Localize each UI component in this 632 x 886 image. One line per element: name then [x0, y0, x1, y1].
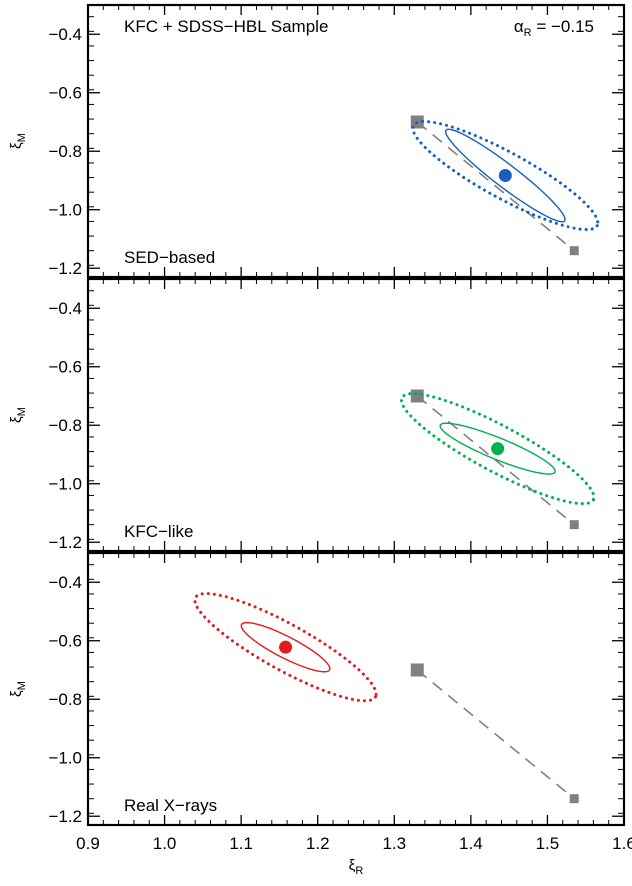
- y-tick-label: −0.8: [48, 142, 82, 161]
- plot-frame: [86, 551, 626, 827]
- outer-confidence-contour: [399, 392, 596, 506]
- x-tick-label: 1.0: [153, 834, 177, 853]
- y-tick-label: −0.8: [48, 690, 82, 709]
- y-tick-label: −0.6: [48, 632, 82, 651]
- reference-point-end: [569, 520, 579, 530]
- y-tick-label: −1.2: [48, 807, 82, 826]
- reference-dashed-line: [416, 669, 575, 800]
- panel-1: −0.4 −0.6 −0.8 −1.0 −1.2 ξM SED−based KFC + SDS…: [8, 3, 626, 279]
- y-tick-label: −1.2: [48, 259, 82, 278]
- y-tick-label: −0.4: [48, 573, 82, 592]
- x-tick-label: 1.3: [382, 834, 406, 853]
- y-tick-label: −0.8: [48, 416, 82, 435]
- reference-dashed-line: [416, 395, 575, 526]
- x-tick-label: 0.9: [76, 834, 100, 853]
- reference-dashed-line: [416, 121, 575, 252]
- y-tick-label: −0.4: [48, 299, 82, 318]
- panel-2: −0.4 −0.6 −0.8 −1.0 −1.2 ξM KFC−like: [8, 277, 626, 553]
- reference-point-start: [410, 389, 424, 403]
- best-fit-point: [491, 442, 505, 456]
- y-tick-label: −1.0: [48, 749, 82, 768]
- y-tick-label: −0.6: [48, 358, 82, 377]
- panel-label: KFC−like: [124, 522, 193, 541]
- chart-title: KFC + SDSS−HBL Sample: [124, 17, 328, 36]
- y-tick-label: −1.2: [48, 533, 82, 552]
- inner-confidence-contour: [240, 621, 331, 673]
- best-fit-point: [498, 169, 512, 183]
- best-fit-point: [279, 640, 293, 654]
- alpha-annotation: αR = −0.15: [514, 17, 594, 39]
- inner-confidence-contour: [444, 128, 566, 223]
- reference-point-end: [569, 246, 579, 256]
- reference-point-start: [410, 663, 424, 677]
- y-tick-label: −0.6: [48, 84, 82, 103]
- panel-label: SED−based: [124, 248, 215, 267]
- outer-confidence-contour: [193, 592, 378, 703]
- plot-frame: [86, 3, 626, 279]
- y-axis-title: ξM: [8, 133, 28, 149]
- inner-confidence-contour: [439, 422, 556, 475]
- x-tick-label: 1.1: [229, 834, 253, 853]
- panel-3: −0.4 −0.6 −0.8 −1.0 −1.2 ξM Real X−rays 0.9 1.0 1…: [8, 551, 632, 877]
- y-tick-label: −0.4: [48, 25, 82, 44]
- y-tick-label: −1.0: [48, 475, 82, 494]
- panel-label: Real X−rays: [124, 796, 217, 815]
- y-axis-title: ξM: [8, 407, 28, 423]
- x-tick-label: 1.5: [536, 834, 560, 853]
- plot-frame: [86, 277, 626, 553]
- y-tick-label: −1.0: [48, 201, 82, 220]
- x-axis-title: ξR: [349, 857, 364, 877]
- x-tick-label: 1.4: [459, 834, 483, 853]
- reference-point-end: [569, 794, 579, 804]
- outer-confidence-contour: [411, 119, 600, 232]
- y-axis-title: ξM: [8, 681, 28, 697]
- x-tick-label: 1.2: [306, 834, 330, 853]
- x-tick-label: 1.6: [612, 834, 632, 853]
